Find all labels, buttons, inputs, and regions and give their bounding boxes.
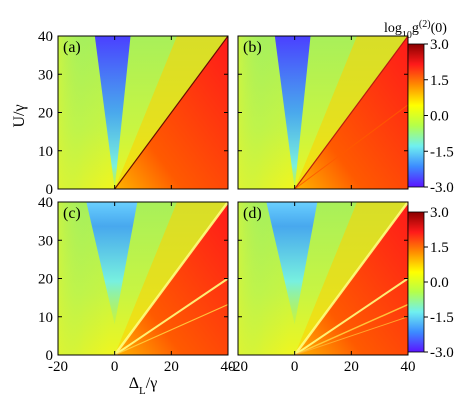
x-tick-label: 20 xyxy=(344,359,359,375)
colorbar-tick-label: -3.0 xyxy=(430,345,454,361)
y-tick-label: 20 xyxy=(38,272,53,288)
colorbar-tick-label: 3.0 xyxy=(430,205,449,221)
colorbar-label: log10g(2)(0) xyxy=(384,19,447,41)
heatmap-antibunching-region xyxy=(94,36,131,189)
resonance-line xyxy=(114,303,228,355)
x-tick-label: 40 xyxy=(401,359,416,375)
panel-label: (a) xyxy=(63,39,81,56)
colorbar-gradient xyxy=(407,211,425,353)
resonance-line xyxy=(294,277,408,355)
colorbar-tick-label: 0.0 xyxy=(430,109,449,125)
heatmap-antibunching-region xyxy=(274,36,311,189)
panel-label: (b) xyxy=(243,39,262,56)
colorbar-gradient xyxy=(407,43,425,188)
y-tick-label: 0 xyxy=(46,348,54,364)
resonance-line xyxy=(114,36,228,189)
panel-1: (a) 0 10 20 30 40 xyxy=(38,29,229,198)
colorbars-group: 3.0 1.5 0.0 -1.5 -3.0 3.0 1.5 0.0 -1.5 -3.0 xyxy=(407,37,454,361)
x-tick-label: 0 xyxy=(111,359,119,375)
y-tick-label: 40 xyxy=(38,195,53,211)
panel-4: (d) -20 0 20 40 xyxy=(228,201,416,375)
x-axis-label: ΔL/γ xyxy=(129,375,158,397)
heatmap-antibunching-region xyxy=(86,202,138,325)
colorbar-2: 3.0 1.5 0.0 -1.5 -3.0 xyxy=(407,205,454,361)
colorbar-tick-label: -3.0 xyxy=(430,180,454,196)
x-tick-label: 20 xyxy=(164,359,179,375)
panel-label: (c) xyxy=(63,205,81,222)
resonance-line xyxy=(294,104,408,189)
resonance-line xyxy=(113,202,228,355)
colorbar-tick-label: 3.0 xyxy=(430,37,449,53)
panel-2: (b) xyxy=(237,35,409,190)
y-tick-label: 20 xyxy=(38,106,53,122)
resonance-line xyxy=(293,202,408,355)
heatmap-antibunching-region xyxy=(266,202,318,325)
colorbar-tick-label: 0.0 xyxy=(430,275,449,291)
y-tick-label: 10 xyxy=(38,144,53,160)
y-tick-label: 30 xyxy=(38,67,53,83)
resonance-line xyxy=(294,36,408,189)
colorbar-tick-label: 1.5 xyxy=(430,73,449,89)
y-tick-label: 10 xyxy=(38,310,53,326)
y-tick-label: 30 xyxy=(38,233,53,249)
x-tick-label: 40 xyxy=(221,359,236,375)
y-tick-label: 40 xyxy=(38,29,53,45)
y-axis-label: U/γ xyxy=(11,104,28,127)
resonance-line xyxy=(114,277,228,355)
x-tick-label: -20 xyxy=(228,359,248,375)
colorbar-1: 3.0 1.5 0.0 -1.5 -3.0 xyxy=(407,37,454,196)
resonance-line xyxy=(294,316,408,355)
panel-label: (d) xyxy=(243,205,262,222)
heatmap-bunching-region xyxy=(294,36,408,189)
colorbar-tick-label: -1.5 xyxy=(430,310,454,326)
colorbar-tick-label: 1.5 xyxy=(430,240,449,256)
resonance-line xyxy=(294,303,408,355)
x-tick-label: -20 xyxy=(48,359,68,375)
colorbar-tick-label: -1.5 xyxy=(430,144,454,160)
x-tick-label: 0 xyxy=(291,359,299,375)
y-tick-label: 0 xyxy=(46,182,54,198)
